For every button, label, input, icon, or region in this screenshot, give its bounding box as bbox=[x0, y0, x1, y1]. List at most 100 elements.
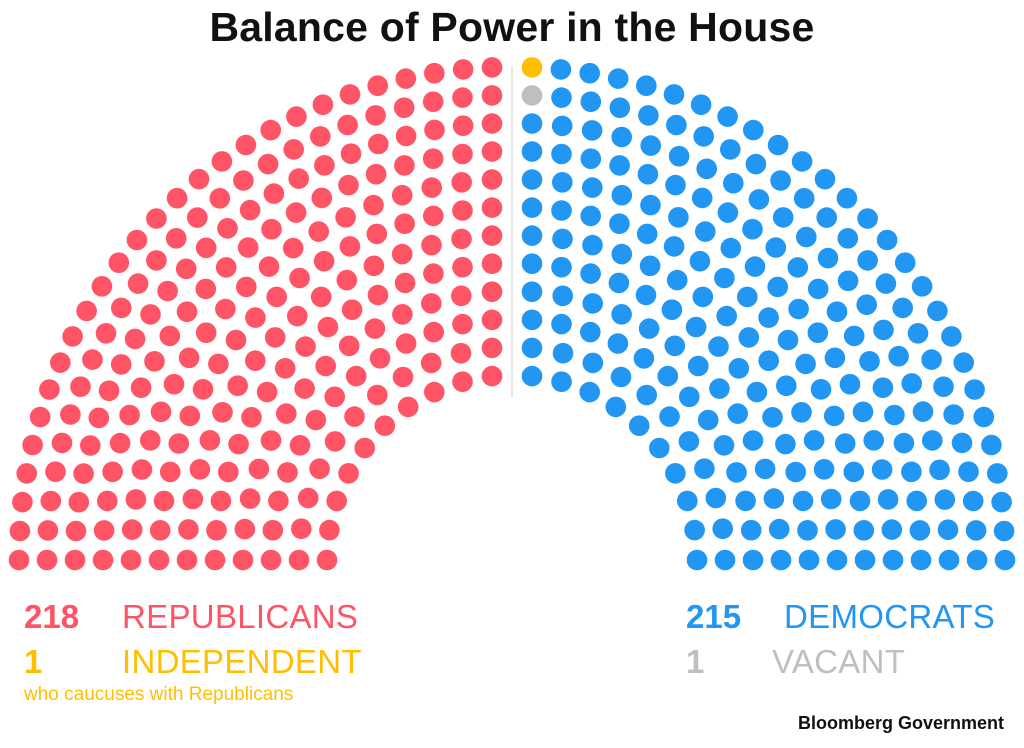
republican-seat bbox=[88, 407, 110, 429]
democrat-seat bbox=[746, 381, 768, 403]
democrat-seat bbox=[859, 351, 880, 372]
republican-seat bbox=[218, 461, 239, 483]
republican-seat bbox=[178, 347, 200, 369]
democrat-seat bbox=[767, 276, 788, 298]
republican-seat bbox=[450, 342, 472, 364]
democrat-seat bbox=[776, 375, 797, 397]
republican-seat bbox=[178, 519, 199, 540]
democrat-seat bbox=[714, 267, 735, 289]
republican-seat bbox=[60, 404, 81, 425]
democrat-seat bbox=[551, 143, 572, 165]
democrat-seat bbox=[901, 373, 922, 394]
democrat-seat bbox=[665, 174, 686, 196]
democrat-seat bbox=[580, 91, 602, 112]
republican-seat bbox=[98, 380, 120, 402]
republican-seat bbox=[481, 253, 503, 274]
republican-seat bbox=[91, 276, 113, 297]
republican-seat bbox=[168, 433, 190, 454]
republican-seat bbox=[367, 284, 389, 306]
republican-seat bbox=[36, 549, 58, 571]
republican-seat bbox=[266, 286, 288, 308]
democrat-seat bbox=[943, 404, 964, 425]
democrat-seat bbox=[993, 520, 1015, 542]
republican-seat bbox=[311, 187, 333, 209]
republican-seat bbox=[422, 91, 444, 112]
democrat-seat bbox=[911, 276, 933, 297]
democrat-seat bbox=[994, 549, 1016, 571]
democrat-seat bbox=[636, 75, 657, 96]
republican-seat bbox=[257, 153, 279, 175]
republican-seat bbox=[9, 520, 31, 542]
democrat-seat bbox=[582, 293, 603, 314]
democrat-seat bbox=[929, 459, 950, 481]
democrat-seat bbox=[953, 352, 974, 373]
democrat-seat bbox=[635, 284, 657, 306]
democrat-seat bbox=[937, 519, 959, 540]
democrat-seat bbox=[791, 402, 812, 423]
democrat-seat bbox=[666, 114, 687, 136]
republican-seat bbox=[277, 462, 298, 483]
republican-seat bbox=[338, 463, 359, 484]
democrat-seat bbox=[826, 301, 848, 323]
democrat-seat bbox=[551, 313, 572, 335]
republican-seat bbox=[76, 300, 97, 322]
republican-seat bbox=[109, 432, 131, 454]
republican-seat bbox=[365, 105, 386, 126]
democrat-seat bbox=[708, 336, 729, 357]
republican-seat bbox=[126, 229, 148, 251]
republican-seat bbox=[481, 197, 503, 218]
democrat-seat bbox=[521, 281, 543, 303]
democrat-seat bbox=[807, 322, 829, 344]
republican-seat bbox=[295, 336, 316, 357]
republican-seat bbox=[163, 373, 185, 395]
republican-seat bbox=[288, 549, 310, 571]
republican-seat bbox=[8, 549, 30, 571]
democrat-seat bbox=[857, 250, 878, 271]
democrat-seat bbox=[834, 433, 856, 454]
democrat-seat bbox=[853, 520, 875, 541]
republican-seat bbox=[125, 489, 147, 510]
democrat-seat bbox=[610, 366, 632, 388]
republican-seat bbox=[176, 549, 198, 571]
republican-seat bbox=[146, 208, 167, 229]
republican-seat bbox=[204, 549, 226, 571]
democrat-seat bbox=[694, 458, 715, 480]
democrat-seat bbox=[901, 461, 922, 483]
republican-seat bbox=[305, 409, 327, 431]
republican-seat bbox=[51, 432, 73, 454]
democrat-seat bbox=[714, 549, 736, 571]
democrat-seat bbox=[909, 520, 931, 541]
republican-seat bbox=[481, 337, 503, 359]
republican-seat bbox=[335, 207, 356, 228]
democrat-seat bbox=[580, 205, 601, 227]
democrat-seat bbox=[748, 189, 770, 210]
republican-seat bbox=[312, 94, 334, 115]
republican-seat bbox=[95, 323, 117, 344]
democrat-seat bbox=[659, 406, 680, 427]
republican-seat bbox=[451, 285, 472, 307]
democrat-seat bbox=[668, 207, 689, 228]
democrat-seat bbox=[875, 273, 897, 294]
democrat-seat bbox=[927, 300, 948, 322]
republican-seat bbox=[287, 305, 308, 327]
democrat-seat bbox=[881, 519, 903, 540]
republican-seat bbox=[16, 463, 37, 484]
republican-seat bbox=[234, 518, 256, 540]
republican-seat bbox=[422, 148, 444, 169]
democrat-seat bbox=[894, 252, 916, 273]
republican-seat bbox=[481, 141, 503, 162]
democrat-seat bbox=[770, 549, 792, 571]
democrat-seat bbox=[609, 155, 630, 176]
republican-seat bbox=[423, 263, 444, 284]
democrat-seat bbox=[991, 491, 1012, 513]
democrat-seat bbox=[754, 458, 776, 480]
republican-seat bbox=[12, 491, 33, 513]
democrat-seat bbox=[888, 345, 909, 367]
democrat-seat bbox=[877, 489, 899, 510]
democrat-seat bbox=[688, 355, 709, 377]
democrat-seat bbox=[579, 62, 600, 84]
republican-seat bbox=[40, 490, 62, 512]
democrat-seat bbox=[552, 285, 573, 307]
republican-seat bbox=[262, 519, 284, 541]
republican-seat bbox=[208, 353, 229, 375]
